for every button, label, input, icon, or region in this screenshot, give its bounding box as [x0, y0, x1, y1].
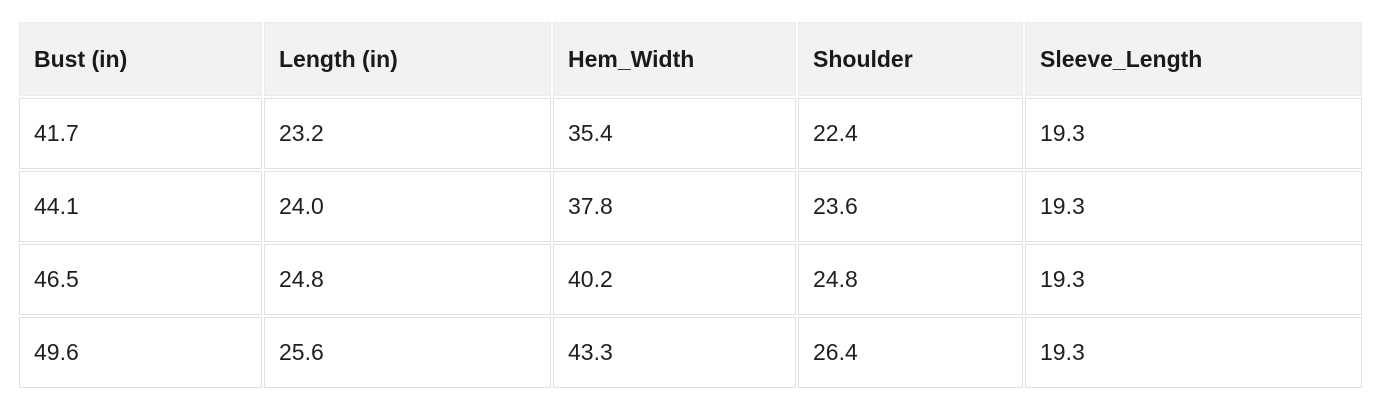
table-row: 46.5 24.8 40.2 24.8 19.3 [19, 244, 1362, 315]
table-row: 41.7 23.2 35.4 22.4 19.3 [19, 98, 1362, 169]
header-cell-sleeve-length: Sleeve_Length [1025, 22, 1362, 96]
header-cell-bust: Bust (in) [19, 22, 262, 96]
table-cell: 22.4 [798, 98, 1023, 169]
table-cell: 19.3 [1025, 98, 1362, 169]
header-cell-shoulder: Shoulder [798, 22, 1023, 96]
header-cell-hem-width: Hem_Width [553, 22, 796, 96]
table-cell: 23.6 [798, 171, 1023, 242]
table-cell: 19.3 [1025, 171, 1362, 242]
table-cell: 43.3 [553, 317, 796, 388]
table-cell: 19.3 [1025, 317, 1362, 388]
table-cell: 44.1 [19, 171, 262, 242]
header-cell-length: Length (in) [264, 22, 551, 96]
measurements-table: Bust (in) Length (in) Hem_Width Shoulder… [17, 20, 1364, 390]
table-cell: 25.6 [264, 317, 551, 388]
header-row: Bust (in) Length (in) Hem_Width Shoulder… [19, 22, 1362, 96]
table-cell: 37.8 [553, 171, 796, 242]
table-cell: 24.0 [264, 171, 551, 242]
table-cell: 24.8 [798, 244, 1023, 315]
table-row: 44.1 24.0 37.8 23.6 19.3 [19, 171, 1362, 242]
table-cell: 23.2 [264, 98, 551, 169]
table-cell: 24.8 [264, 244, 551, 315]
table-cell: 40.2 [553, 244, 796, 315]
table-cell: 26.4 [798, 317, 1023, 388]
table-cell: 41.7 [19, 98, 262, 169]
table-cell: 35.4 [553, 98, 796, 169]
table-cell: 19.3 [1025, 244, 1362, 315]
table-cell: 46.5 [19, 244, 262, 315]
table-row: 49.6 25.6 43.3 26.4 19.3 [19, 317, 1362, 388]
page-content: Bust (in) Length (in) Hem_Width Shoulder… [17, 20, 1364, 390]
table-cell: 49.6 [19, 317, 262, 388]
